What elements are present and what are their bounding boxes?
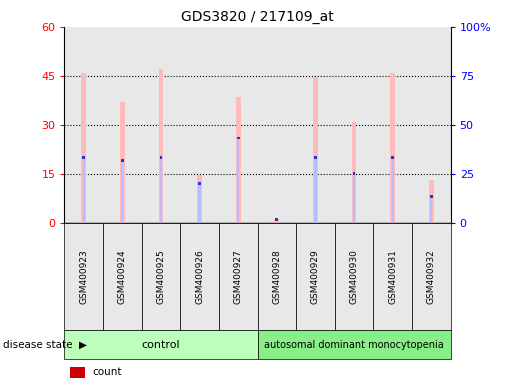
Bar	[274, 220, 279, 223]
Text: GSM400925: GSM400925	[157, 249, 165, 304]
Bar	[198, 184, 201, 223]
Text: GSM400928: GSM400928	[272, 249, 281, 304]
Bar	[430, 195, 433, 198]
Bar	[121, 159, 124, 162]
Text: autosomal dominant monocytopenia: autosomal dominant monocytopenia	[264, 339, 444, 350]
Bar	[142, 27, 180, 223]
Bar	[197, 175, 202, 223]
Bar	[64, 27, 103, 223]
Bar	[296, 27, 335, 223]
Bar	[335, 27, 373, 223]
Bar	[81, 73, 86, 223]
Text: disease state  ▶: disease state ▶	[3, 339, 87, 350]
Bar	[314, 157, 317, 223]
Bar	[236, 97, 241, 223]
Bar	[352, 121, 356, 223]
Text: GSM400929: GSM400929	[311, 249, 320, 304]
Bar	[237, 138, 239, 223]
Text: GSM400932: GSM400932	[427, 249, 436, 304]
Bar	[82, 156, 85, 159]
Bar	[198, 182, 201, 185]
Bar	[353, 172, 355, 175]
Text: count: count	[93, 367, 122, 377]
Bar	[391, 156, 394, 159]
Bar	[237, 137, 239, 139]
Bar	[429, 180, 434, 223]
Bar	[353, 174, 355, 223]
Bar	[258, 27, 296, 223]
Bar	[121, 161, 124, 223]
Text: GSM400926: GSM400926	[195, 249, 204, 304]
Text: GSM400930: GSM400930	[350, 249, 358, 304]
Bar	[313, 78, 318, 223]
Bar	[390, 73, 395, 223]
Text: GSM400931: GSM400931	[388, 249, 397, 304]
Text: GSM400924: GSM400924	[118, 249, 127, 304]
Bar	[103, 27, 142, 223]
Text: control: control	[142, 339, 180, 350]
Bar	[314, 156, 317, 159]
Bar	[430, 197, 433, 223]
Bar	[276, 218, 278, 221]
Bar	[219, 27, 258, 223]
Bar	[412, 27, 451, 223]
Bar	[120, 102, 125, 223]
Bar	[391, 157, 394, 223]
Text: GSM400927: GSM400927	[234, 249, 243, 304]
Title: GDS3820 / 217109_at: GDS3820 / 217109_at	[181, 10, 334, 25]
Bar	[82, 157, 85, 223]
Bar	[180, 27, 219, 223]
Text: GSM400923: GSM400923	[79, 249, 88, 304]
Bar	[373, 27, 412, 223]
Bar	[159, 70, 163, 223]
Bar	[160, 156, 162, 159]
Bar	[160, 157, 162, 223]
